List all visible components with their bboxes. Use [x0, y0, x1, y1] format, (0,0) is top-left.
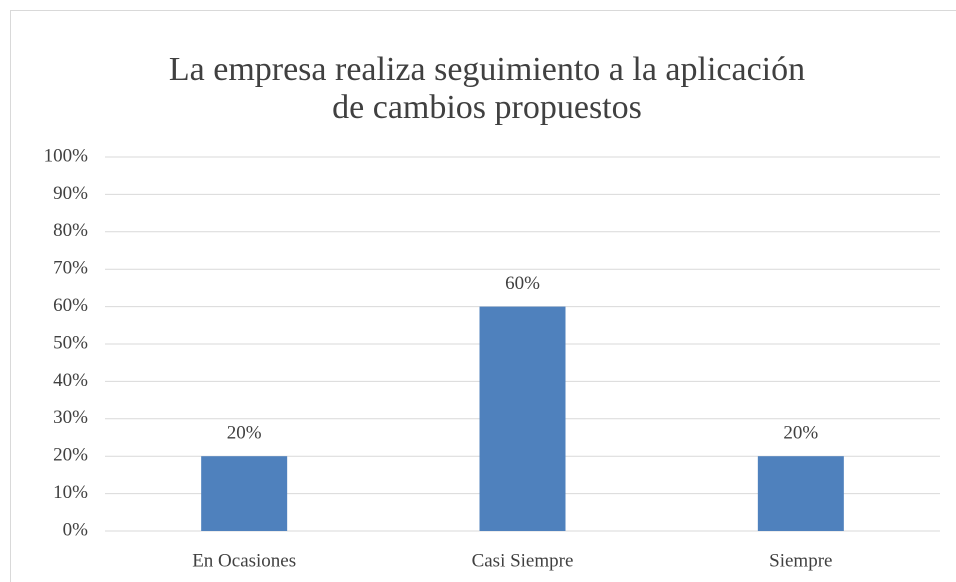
y-tick-label: 100%: [44, 145, 89, 166]
y-tick-label: 30%: [53, 407, 88, 428]
y-tick-label: 70%: [53, 258, 88, 279]
y-tick-label: 60%: [53, 295, 88, 316]
chart-title: La empresa realiza seguimiento a la apli…: [169, 51, 805, 88]
chart-title: de cambios propuestos: [332, 89, 642, 126]
y-tick-label: 80%: [53, 220, 88, 241]
y-tick-label: 50%: [53, 332, 88, 353]
x-tick-label: En Ocasiones: [192, 550, 296, 571]
bar: [479, 306, 566, 531]
y-tick-label: 40%: [53, 370, 88, 391]
x-tick-label: Casi Siempre: [472, 550, 574, 571]
y-tick-label: 0%: [63, 519, 89, 540]
y-tick-label: 90%: [53, 183, 88, 204]
x-tick-label: Siempre: [769, 550, 832, 571]
y-tick-label: 10%: [53, 482, 88, 503]
bar: [757, 456, 844, 531]
bar: [201, 456, 288, 531]
data-label: 60%: [505, 273, 540, 294]
data-label: 20%: [783, 423, 818, 444]
data-label: 20%: [227, 423, 262, 444]
y-tick-label: 20%: [53, 445, 88, 466]
